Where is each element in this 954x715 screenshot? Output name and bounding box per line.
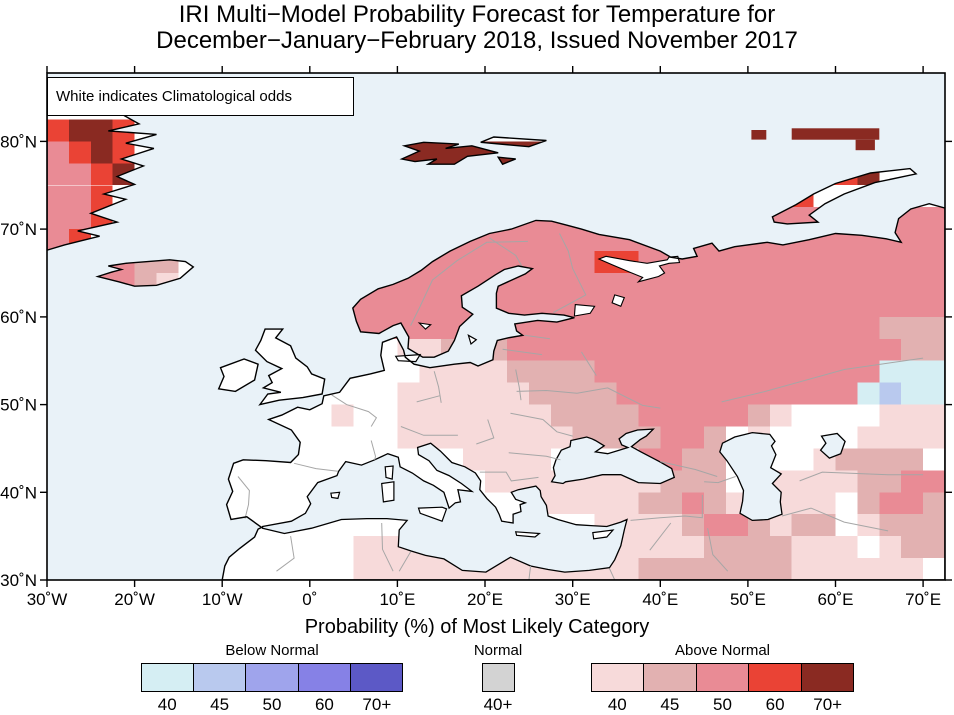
- legend-group-below-normal: Below Normal 40 45 50 60 70+: [141, 642, 404, 715]
- lat-tick-label: 80˚N: [0, 132, 37, 151]
- legend-swatch: [643, 663, 697, 692]
- lon-tick-label: 10˚E: [379, 590, 415, 609]
- legend-swatch-value: 40: [607, 695, 627, 714]
- legend-swatch-value: 70+: [362, 695, 392, 714]
- lon-tick-label: 30˚W: [27, 590, 68, 609]
- map-frame: [46, 72, 946, 581]
- climatology-note-text: White indicates Climatological odds: [56, 88, 292, 105]
- legend-swatch-value: 45: [210, 695, 230, 714]
- lon-tick-label: 20˚W: [114, 590, 155, 609]
- legend-swatch: [591, 663, 645, 692]
- legend-swatch-value: 45: [660, 695, 680, 714]
- page-title: IRI Multi−Model Probability Forecast for…: [0, 2, 954, 54]
- legend-swatch: [481, 663, 515, 692]
- lat-tick-label: 70˚N: [0, 220, 37, 239]
- legend-swatch: [800, 663, 855, 692]
- legend-swatch-bar: [481, 663, 515, 692]
- legend-swatch: [193, 663, 247, 692]
- title-line-1: IRI Multi−Model Probability Forecast for…: [178, 1, 776, 28]
- legend-swatch-value: 40+: [483, 695, 513, 714]
- lon-tick-label: 60˚E: [818, 590, 854, 609]
- legend-group-label: Below Normal: [225, 642, 319, 659]
- lon-tick-label: 0˚: [302, 590, 317, 609]
- legend-value-labels: 40 45 50 60 70+: [591, 695, 854, 715]
- legend-group-normal: Normal 40+: [466, 642, 530, 715]
- lat-tick-label: 30˚N: [0, 571, 37, 590]
- legend-swatch: [245, 663, 299, 692]
- legend-swatch-bar: [591, 663, 855, 692]
- lat-tick-label: 60˚N: [0, 308, 37, 327]
- lon-tick-label: 20˚E: [467, 590, 503, 609]
- lon-tick-label: 30˚E: [555, 590, 591, 609]
- lon-tick-label: 40˚E: [642, 590, 678, 609]
- legend-swatch: [695, 663, 750, 692]
- lon-tick-label: 50˚E: [730, 590, 766, 609]
- legend-swatch: [297, 663, 351, 692]
- legend-swatch-value: 50: [262, 695, 282, 714]
- legend-swatch: [349, 663, 404, 692]
- lat-tick-label: 40˚N: [0, 483, 37, 502]
- legend-swatch-value: 60: [314, 695, 334, 714]
- title-line-2: December−January−February 2018, Issued N…: [156, 27, 798, 54]
- legend-swatch: [141, 663, 195, 692]
- legend-swatch-value: 40: [157, 695, 177, 714]
- lat-tick-label: 50˚N: [0, 396, 37, 415]
- lon-tick-label: 10˚W: [202, 590, 243, 609]
- legend-value-labels: 40+: [466, 695, 530, 715]
- legend-swatch-value: 60: [765, 695, 785, 714]
- lon-tick-label: 70˚E: [905, 590, 941, 609]
- climatology-note-box: White indicates Climatological odds: [47, 77, 354, 116]
- legend-group-label: Normal: [473, 642, 523, 659]
- legend-swatch-value: 50: [713, 695, 732, 714]
- legend-group-label: Above Normal: [674, 642, 771, 659]
- legend-title: Probability (%) of Most Likely Category: [304, 616, 650, 638]
- legend-value-labels: 40 45 50 60 70+: [141, 695, 403, 715]
- legend-group-above-normal: Above Normal 40 45 50 60 70+: [591, 642, 855, 715]
- legend-swatch-value: 70+: [813, 695, 843, 714]
- legend-swatch: [748, 663, 802, 692]
- legend-swatch-bar: [141, 663, 404, 692]
